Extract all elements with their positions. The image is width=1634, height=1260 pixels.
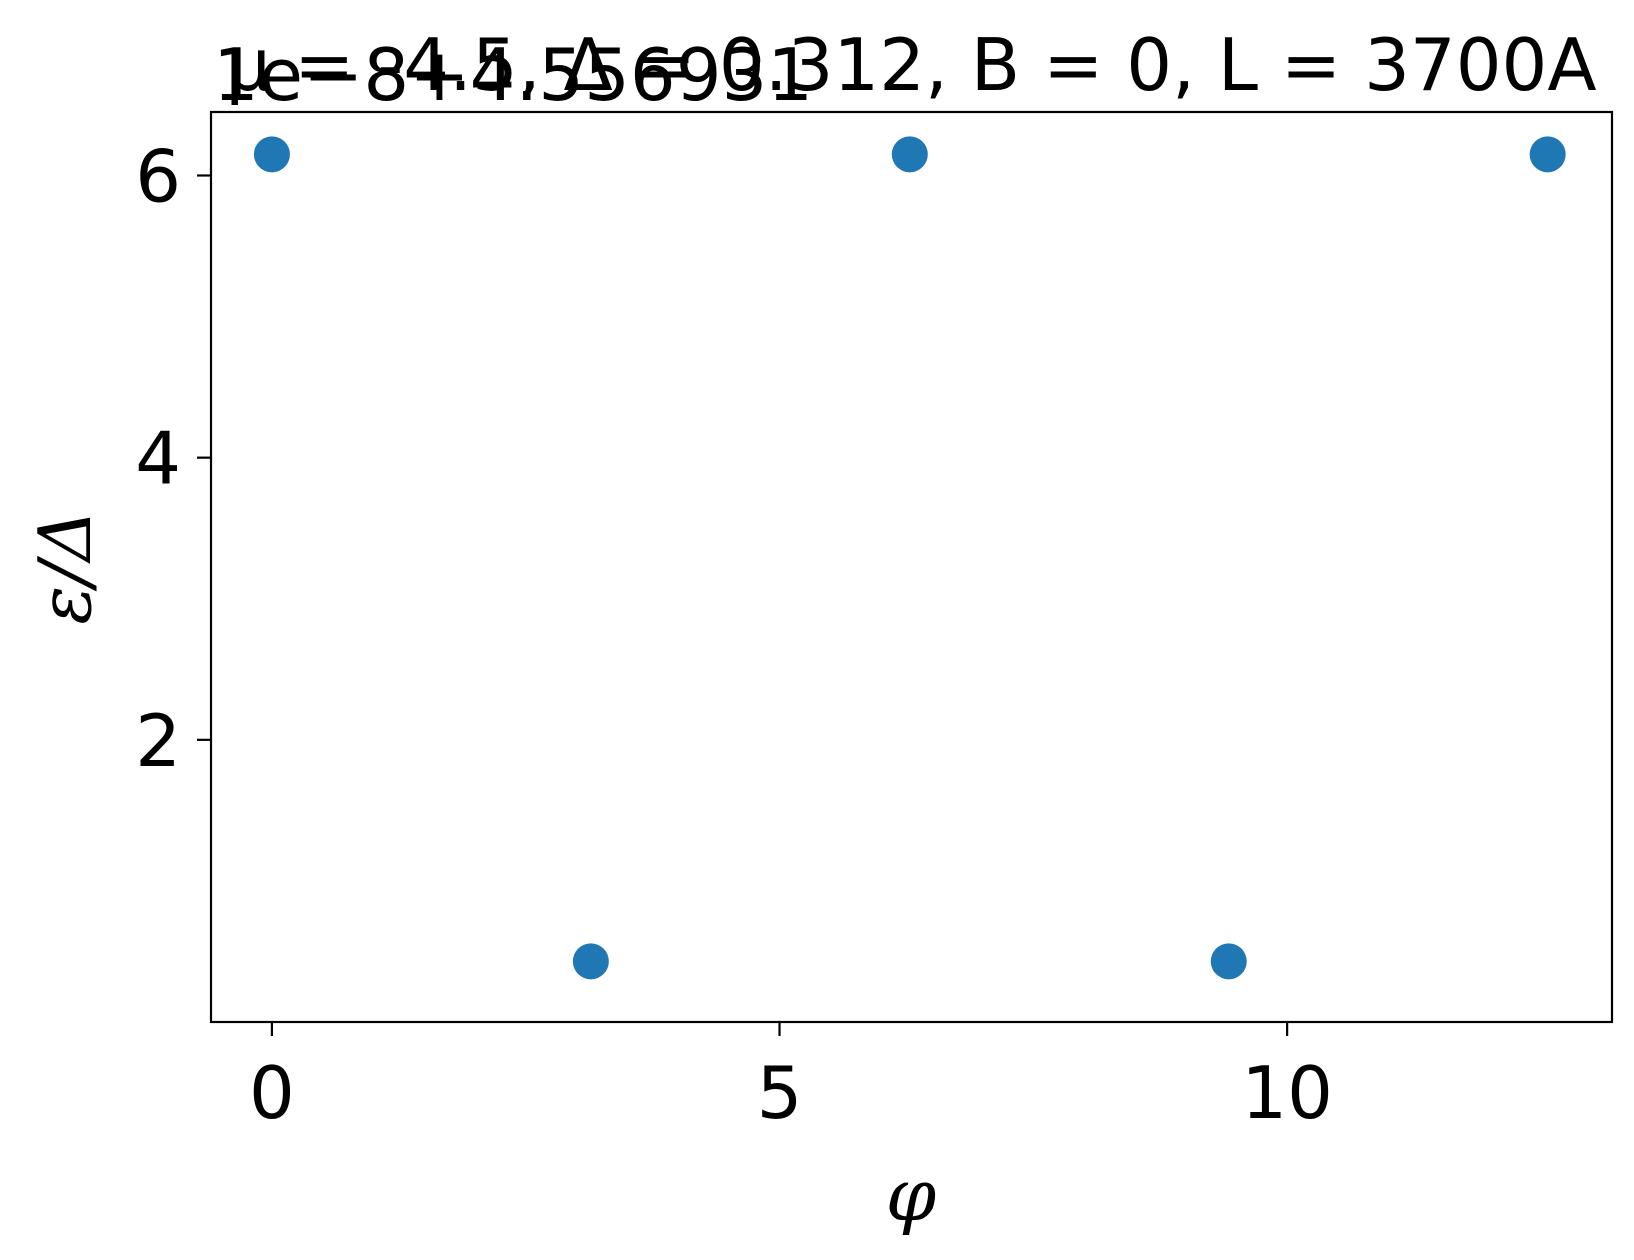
data-point xyxy=(1529,136,1566,173)
data-point xyxy=(253,136,290,173)
y-axis-offset-text: 1e−8+4.556931 xyxy=(213,33,813,117)
x-axis-ticks: 0 5 10 xyxy=(249,1022,1333,1135)
y-axis-ticks: 2 4 6 xyxy=(135,134,211,783)
y-tick-label: 2 xyxy=(135,699,181,783)
x-tick-label: 5 xyxy=(757,1051,803,1135)
x-tick-label: 0 xyxy=(249,1051,295,1135)
y-tick-label: 6 xyxy=(135,134,181,218)
y-axis-label: ε/Δ xyxy=(23,510,107,625)
data-point xyxy=(891,136,928,173)
data-points xyxy=(253,136,1566,980)
x-axis-label: φ xyxy=(886,1153,937,1237)
plot-background xyxy=(211,112,1612,1022)
chart-title: μ = -4.5, Δ = 0.312, B = 0, L = 3700A xyxy=(225,23,1596,107)
x-tick-label: 10 xyxy=(1241,1051,1333,1135)
data-point xyxy=(572,943,609,980)
y-tick-label: 4 xyxy=(135,417,181,501)
plot-frame xyxy=(209,110,1614,1024)
data-point xyxy=(1210,943,1247,980)
